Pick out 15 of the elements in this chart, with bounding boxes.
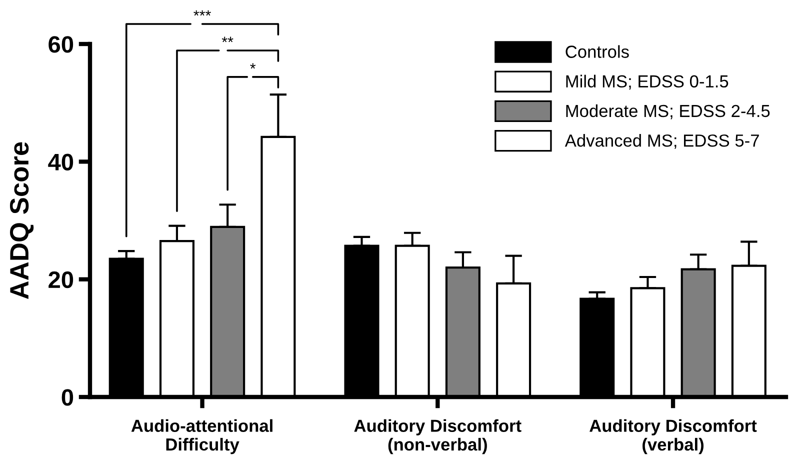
y-tick-label: 60 (48, 36, 74, 53)
y-tick-label: 0 (62, 389, 74, 406)
legend-label: Mild MS; EDSS 0-1.5 (566, 74, 728, 90)
y-tick-label: 20 (48, 271, 74, 288)
legend-label: Controls (566, 45, 629, 58)
text: *** (194, 10, 211, 16)
x-tick-label: Auditory Discomfort (verbal) (590, 419, 757, 454)
text: ** (222, 36, 234, 42)
annotation: * (250, 63, 256, 69)
x-tick-label: Audio-attentional Difficulty (131, 419, 272, 454)
x-tick-label: Auditory Discomfort (non-verbal) (354, 419, 522, 454)
y-axis-title: AADQ Score (10, 142, 34, 300)
y-tick-label: 40 (48, 154, 74, 170)
legend-label: Advanced MS; EDSS 5-7 (564, 134, 759, 149)
legend-label: Moderate MS; EDSS 2-4.5 (566, 104, 770, 120)
